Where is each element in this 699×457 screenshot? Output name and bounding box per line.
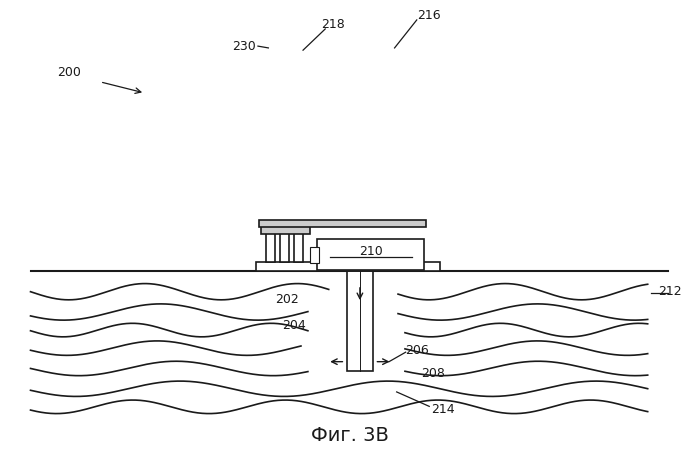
- Bar: [294, 233, 303, 262]
- Text: 230: 230: [232, 40, 256, 53]
- Bar: [280, 233, 289, 262]
- Bar: [259, 220, 426, 227]
- Text: 212: 212: [658, 285, 682, 298]
- Bar: [266, 233, 275, 262]
- Polygon shape: [347, 271, 373, 371]
- Bar: [317, 239, 424, 270]
- Text: 208: 208: [421, 367, 445, 380]
- Text: 218: 218: [321, 18, 345, 31]
- Text: 214: 214: [431, 403, 455, 415]
- Text: Фиг. 3В: Фиг. 3В: [310, 426, 389, 445]
- Bar: [261, 226, 310, 234]
- Text: 210: 210: [359, 245, 383, 258]
- Text: 206: 206: [405, 344, 429, 357]
- Text: 202: 202: [275, 293, 299, 306]
- Bar: [256, 262, 440, 271]
- Text: 200: 200: [57, 66, 80, 79]
- Text: 204: 204: [282, 319, 306, 332]
- Text: 216: 216: [417, 10, 441, 22]
- Bar: [310, 247, 319, 263]
